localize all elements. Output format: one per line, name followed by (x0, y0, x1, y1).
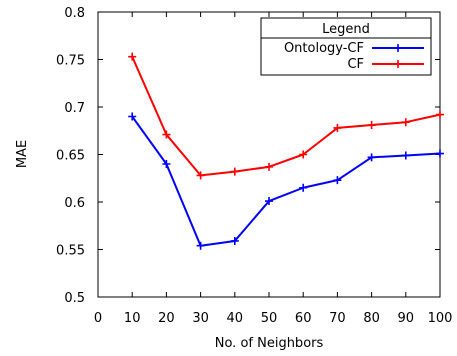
x-tick-label: 10 (124, 311, 141, 326)
data-point-ontology-cf (230, 236, 239, 245)
x-tick-label: 0 (94, 311, 102, 326)
legend-box (260, 17, 432, 76)
data-point-ontology-cf (162, 160, 171, 168)
y-tick-label: 0.55 (56, 244, 85, 259)
data-point-cf (333, 123, 342, 132)
legend-marker-ontology-cf (394, 44, 402, 52)
data-point-cf (367, 121, 376, 130)
data-point-ontology-cf (196, 241, 205, 250)
y-tick-label: 0.75 (56, 54, 85, 69)
y-tick-label: 0.65 (56, 149, 85, 164)
legend-title: Legend (322, 22, 370, 37)
x-axis-title: No. of Neighbors (215, 336, 324, 351)
series-ontology-cf (128, 112, 444, 250)
x-tick-label: 100 (428, 311, 453, 326)
data-point-ontology-cf (401, 151, 410, 160)
series-layer (128, 52, 444, 250)
y-tick-label: 0.6 (64, 196, 85, 211)
data-point-cf (265, 162, 273, 171)
y-tick-label: 0.8 (64, 6, 85, 21)
x-tick-label: 80 (363, 311, 380, 326)
series-cf (128, 52, 444, 180)
data-point-ontology-cf (265, 197, 273, 206)
x-tick-label: 40 (227, 311, 244, 326)
y-axis-title: MAE (15, 140, 30, 168)
x-tick-label: 30 (192, 311, 209, 326)
x-tick-label: 60 (295, 311, 312, 326)
y-tick-label: 0.7 (64, 101, 85, 116)
data-point-cf (436, 110, 444, 119)
data-point-cf (230, 167, 239, 176)
legend-label-ontology-cf: Ontology-CF (284, 41, 364, 56)
data-point-ontology-cf (436, 149, 444, 158)
axis-ticks (97, 11, 441, 298)
data-point-ontology-cf (128, 112, 137, 121)
data-point-ontology-cf (367, 153, 376, 162)
data-point-cf (162, 130, 171, 139)
series-line-cf (131, 56, 441, 177)
axis-tick-labels: 0 10 20 30 40 50 60 70 80 90 100 0.5 0.55 0.6 0.65 0.7 0… (56, 6, 452, 326)
legend-marker-cf (394, 60, 402, 68)
data-point-ontology-cf (333, 176, 342, 185)
data-point-cf (196, 171, 205, 180)
x-tick-label: 70 (329, 311, 346, 326)
data-point-cf (401, 118, 410, 127)
legend-label-cf: CF (347, 57, 364, 72)
y-tick-label: 0.5 (64, 291, 85, 306)
data-point-ontology-cf (299, 183, 308, 192)
x-tick-label: 20 (158, 311, 175, 326)
data-point-cf (299, 150, 308, 159)
series-line-ontology-cf (131, 115, 441, 247)
x-tick-label: 50 (261, 311, 278, 326)
x-tick-label: 90 (398, 311, 415, 326)
data-point-cf (128, 52, 137, 61)
